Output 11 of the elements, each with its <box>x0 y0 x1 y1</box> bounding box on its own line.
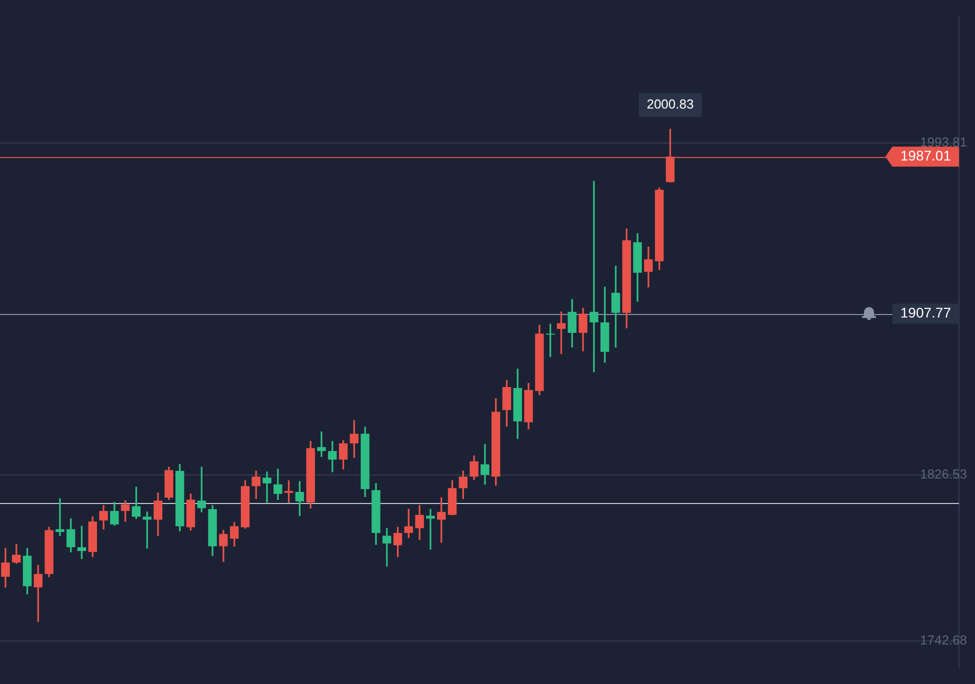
candlestick <box>317 432 326 457</box>
candlestick <box>426 508 435 550</box>
y-tick-label: 1742.68 <box>920 632 967 648</box>
y-tick-label: 1993.81 <box>920 134 967 150</box>
annotation: 2000.83 <box>646 96 694 112</box>
candlestick <box>56 498 64 536</box>
candlestick <box>590 180 598 372</box>
ref-line-label: 1907.77 <box>900 304 952 321</box>
candlestick <box>262 472 272 503</box>
y-tick-label: 1826.53 <box>920 466 967 482</box>
ref-line-label: 1987.01 <box>900 147 952 164</box>
